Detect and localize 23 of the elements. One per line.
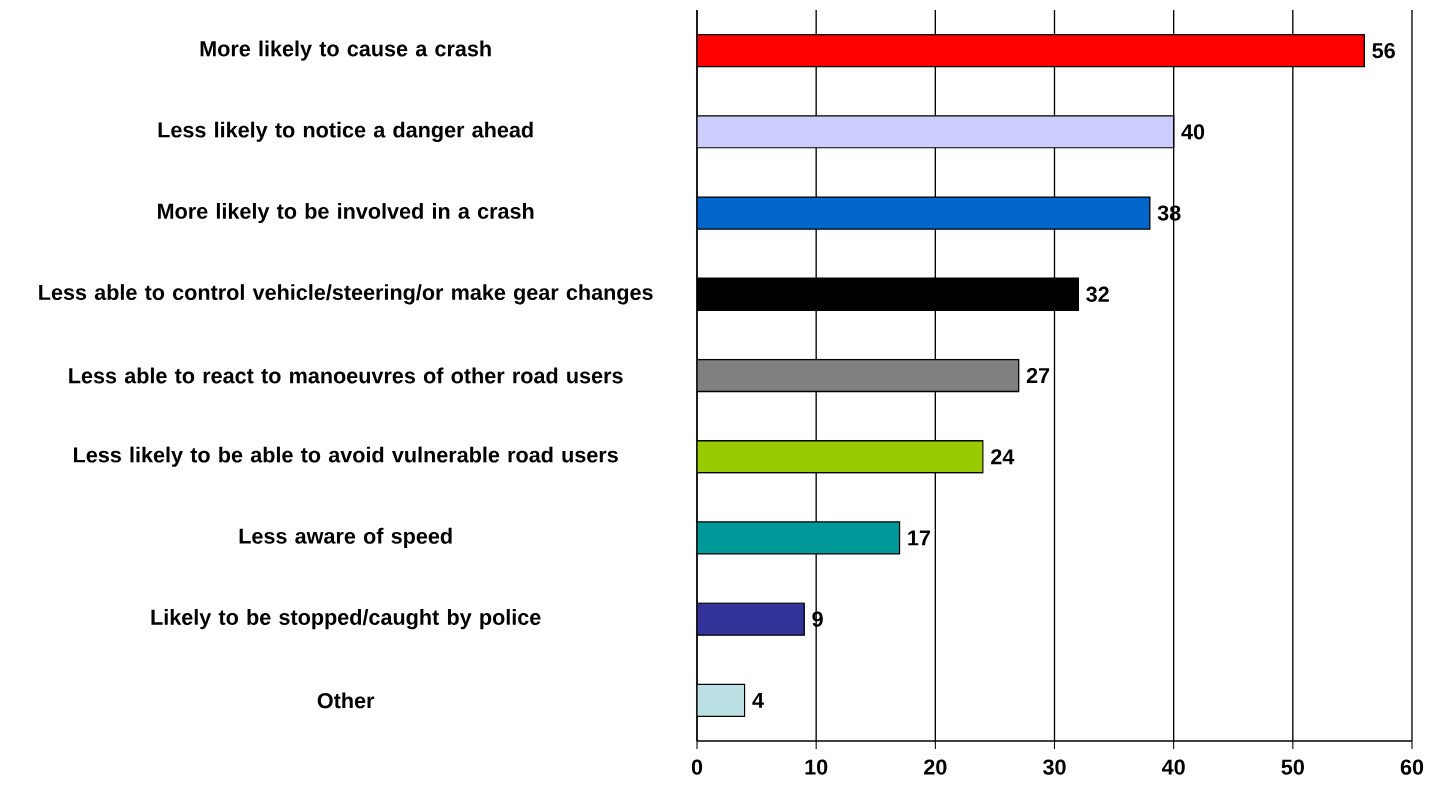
x-tick-label: 20 [924,759,947,775]
x-tick-label: 40 [1161,759,1185,775]
y-tick-label: More likely to be involved in a crash [158,202,534,224]
y-tick-label: Other [317,692,375,709]
y-tick-label: Less able to react to manoeuvres of other road users [69,367,623,384]
y-tick-label: Less aware of speed [239,527,452,548]
x-tick-label: 0 [691,759,703,775]
x-tick-label: 50 [1281,759,1304,775]
y-tick-label: Less able to control vehicle/steering/or make gear changes [39,284,653,305]
data-label: 4 [752,692,764,708]
x-tick-label: 30 [1042,759,1066,775]
x-tick-label: 10 [805,759,828,775]
data-label: 27 [1026,367,1050,384]
data-label: 32 [1086,286,1109,302]
data-label: 24 [991,449,1015,465]
y-tick-label: More likely to cause a crash [200,40,491,61]
x-tick-label: 60 [1400,759,1424,775]
data-label: 40 [1181,124,1205,140]
y-tick-label: Less likely to be able to avoid vulnerable road users [74,446,618,467]
y-tick-label: Likely to be stopped/caught by police [151,609,541,630]
data-label: 17 [908,530,930,546]
data-label: 56 [1372,42,1395,59]
y-tick-label: Less likely to notice a danger ahead [158,121,533,142]
